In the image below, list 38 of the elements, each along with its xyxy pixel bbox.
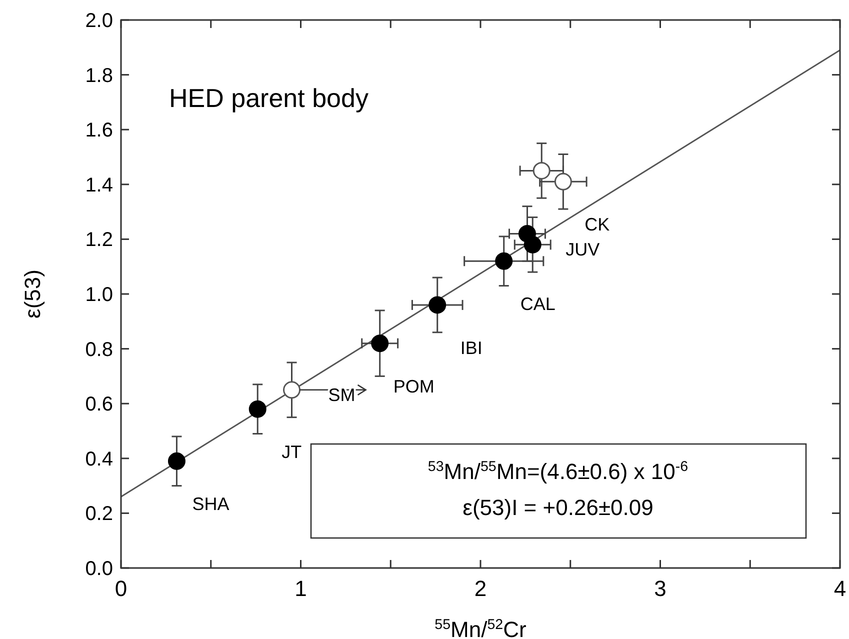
annotation: SM: [328, 384, 356, 405]
x-tick-label: 1: [294, 576, 307, 601]
x-tick-label: 3: [654, 576, 666, 601]
annotation: ε(53)I = +0.26±0.09: [462, 495, 654, 520]
y-tick-label: 1.0: [85, 284, 113, 306]
y-tick-label: 0.8: [85, 338, 113, 361]
annotation: $^{53}$Mn/$^{55}$Mn=(4.6±0.6) x 10$^{-6}$: [428, 459, 688, 484]
point: [532, 162, 550, 180]
y-tick-label: 1.8: [85, 64, 113, 87]
y-tick-label: 0.6: [85, 394, 113, 416]
annotation: CAL: [520, 294, 556, 314]
point: [554, 172, 572, 190]
y-tick-label: 0.4: [85, 448, 113, 470]
x-tick-label: 0: [114, 576, 128, 601]
y-tick-label: 0.2: [85, 503, 113, 526]
point: [371, 334, 389, 352]
x-axis-title: $^{55}$Mn/$^{52}$Cr: [434, 617, 526, 639]
point: [168, 452, 186, 470]
annotation: IBI: [460, 338, 482, 358]
annotation: JT: [282, 442, 302, 462]
point: [283, 381, 301, 399]
point: [248, 400, 266, 418]
annotation: JUV: [566, 240, 600, 260]
y-tick-label: 0.0: [85, 558, 113, 580]
y-tick-label: 1.2: [85, 229, 113, 252]
y-axis-title: ε(53): [20, 270, 45, 318]
annotation: POM: [393, 376, 434, 396]
point: [495, 252, 513, 270]
y-tick-label: 1.6: [85, 120, 113, 142]
point: [524, 236, 542, 254]
text: HED parent body: [169, 83, 368, 113]
point: [428, 296, 446, 314]
x-tick-label: 2: [474, 576, 487, 601]
annotation: SHA: [192, 494, 230, 514]
y-tick-label: 2.0: [85, 10, 113, 32]
x-tick-label: 4: [834, 576, 846, 601]
y-tick-label: 1.4: [85, 174, 113, 196]
annotation: CK: [584, 214, 610, 235]
